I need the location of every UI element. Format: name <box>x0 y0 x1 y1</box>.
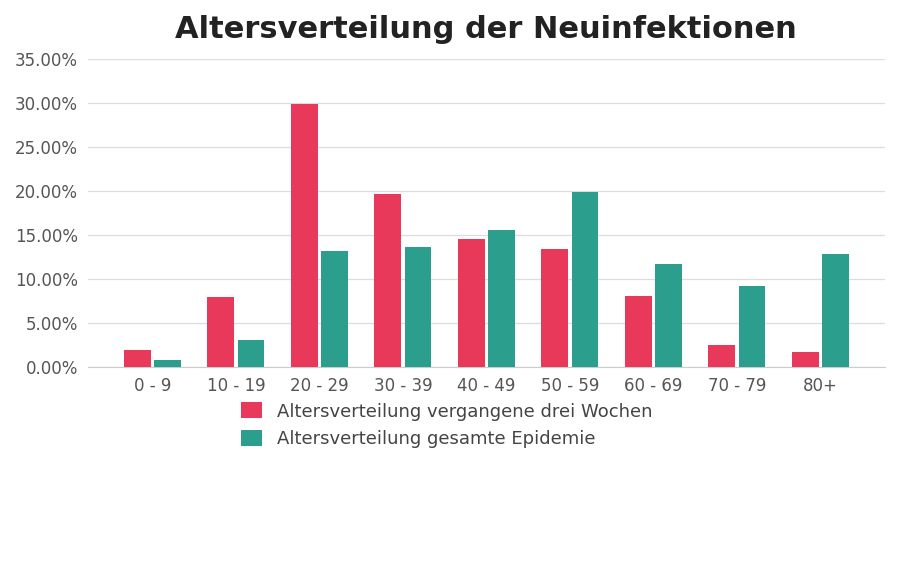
Bar <box>708 345 735 367</box>
Bar <box>822 255 849 367</box>
Bar <box>404 247 431 367</box>
Bar <box>542 249 568 367</box>
Bar <box>792 352 819 367</box>
Bar <box>625 296 652 367</box>
Bar <box>208 297 234 367</box>
Bar <box>572 192 598 367</box>
Bar <box>154 360 181 367</box>
Bar <box>321 251 347 367</box>
Bar <box>739 286 765 367</box>
Bar <box>488 230 515 367</box>
Bar <box>655 264 682 367</box>
Bar <box>374 194 401 367</box>
Title: Altersverteilung der Neuinfektionen: Altersverteilung der Neuinfektionen <box>176 15 797 44</box>
Bar <box>124 349 150 367</box>
Bar <box>458 239 485 367</box>
Legend: Altersverteilung vergangene drei Wochen, Altersverteilung gesamte Epidemie: Altersverteilung vergangene drei Wochen,… <box>231 393 662 457</box>
Bar <box>291 104 318 367</box>
Bar <box>238 340 265 367</box>
